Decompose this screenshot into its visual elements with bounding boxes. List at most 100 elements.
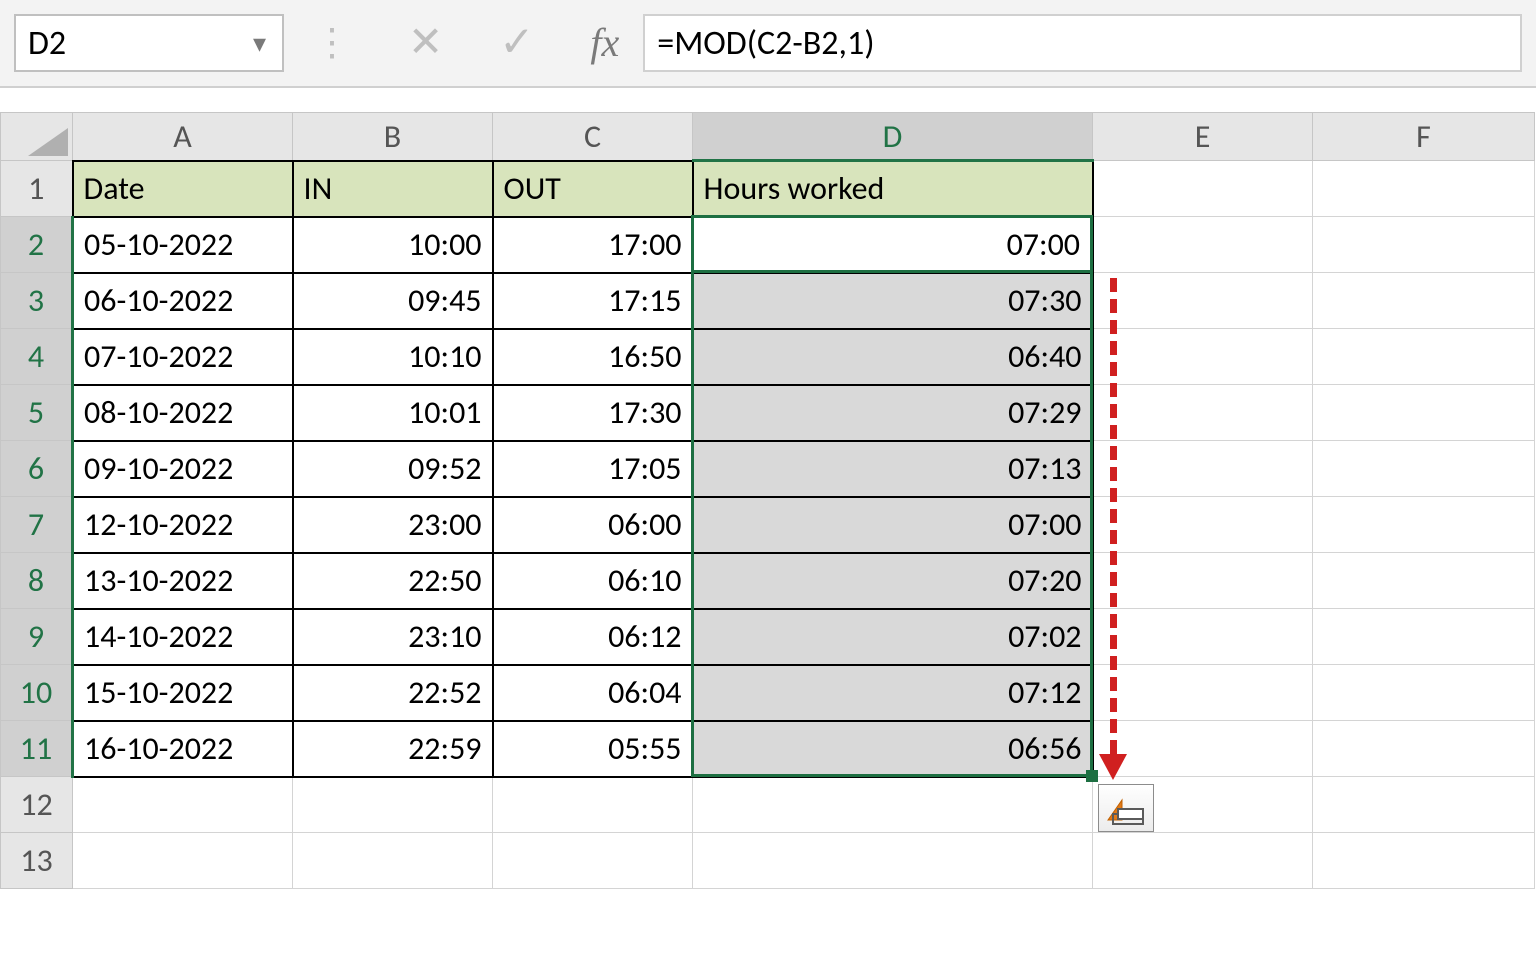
name-box-dropdown-icon[interactable]: ▾ [253,27,266,59]
cell-F10[interactable] [1313,665,1535,721]
fill-handle[interactable] [1086,770,1098,782]
cell-F4[interactable] [1313,329,1535,385]
row-header-13[interactable]: 13 [1,833,73,889]
row-header-6[interactable]: 6 [1,441,73,497]
row-header-12[interactable]: 12 [1,777,73,833]
cell-B1[interactable]: IN [293,161,493,217]
cell-D12[interactable] [693,777,1093,833]
name-box[interactable]: D2 ▾ [14,14,284,72]
cell-C10[interactable]: 06:04 [493,665,693,721]
column-header-F[interactable]: F [1313,113,1535,161]
cell-D6[interactable]: 07:13 [693,441,1093,497]
row-header-5[interactable]: 5 [1,385,73,441]
cell-F7[interactable] [1313,497,1535,553]
cell-D4[interactable]: 06:40 [693,329,1093,385]
cell-B12[interactable] [293,777,493,833]
row-header-11[interactable]: 11 [1,721,73,777]
cell-D10[interactable]: 07:12 [693,665,1093,721]
row-header-9[interactable]: 9 [1,609,73,665]
enter-icon[interactable]: ✓ [499,22,534,64]
active-cell[interactable]: 07:00 [691,215,1093,273]
row-header-2[interactable]: 2 [1,217,73,273]
cell-A6[interactable]: 09-10-2022 [73,441,293,497]
cell-C4[interactable]: 16:50 [493,329,693,385]
cell-E10[interactable] [1093,665,1313,721]
cell-D11[interactable]: 06:56 [693,721,1093,777]
spreadsheet-grid[interactable]: ABCDEF1DateINOUTHours worked205-10-20221… [0,112,1536,889]
cell-B6[interactable]: 09:52 [293,441,493,497]
row-header-10[interactable]: 10 [1,665,73,721]
cell-D7[interactable]: 07:00 [693,497,1093,553]
cell-D8[interactable]: 07:20 [693,553,1093,609]
cell-E1[interactable] [1093,161,1313,217]
cell-E2[interactable] [1093,217,1313,273]
cell-B10[interactable]: 22:52 [293,665,493,721]
cell-C3[interactable]: 17:15 [493,273,693,329]
cell-C6[interactable]: 17:05 [493,441,693,497]
cell-C12[interactable] [493,777,693,833]
row-header-1[interactable]: 1 [1,161,73,217]
cell-F2[interactable] [1313,217,1535,273]
column-header-A[interactable]: A [73,113,293,161]
cell-E8[interactable] [1093,553,1313,609]
cell-F3[interactable] [1313,273,1535,329]
cell-C7[interactable]: 06:00 [493,497,693,553]
cell-D5[interactable]: 07:29 [693,385,1093,441]
cancel-icon[interactable]: ✕ [408,22,443,64]
cell-A13[interactable] [73,833,293,889]
cell-D9[interactable]: 07:02 [693,609,1093,665]
cell-A5[interactable]: 08-10-2022 [73,385,293,441]
cell-B8[interactable]: 22:50 [293,553,493,609]
cell-F12[interactable] [1313,777,1535,833]
cell-E13[interactable] [1093,833,1313,889]
row-header-8[interactable]: 8 [1,553,73,609]
cell-B13[interactable] [293,833,493,889]
cell-D3[interactable]: 07:30 [693,273,1093,329]
cell-A10[interactable]: 15-10-2022 [73,665,293,721]
cell-F5[interactable] [1313,385,1535,441]
cell-F6[interactable] [1313,441,1535,497]
autofill-options-button[interactable] [1098,784,1154,832]
column-header-D[interactable]: D [693,113,1093,161]
cell-E4[interactable] [1093,329,1313,385]
cell-A4[interactable]: 07-10-2022 [73,329,293,385]
cell-C2[interactable]: 17:00 [493,217,693,273]
cell-A8[interactable]: 13-10-2022 [73,553,293,609]
cell-D1[interactable]: Hours worked [693,161,1093,217]
cell-B5[interactable]: 10:01 [293,385,493,441]
cell-B2[interactable]: 10:00 [293,217,493,273]
cell-F1[interactable] [1313,161,1535,217]
cell-F9[interactable] [1313,609,1535,665]
cell-F11[interactable] [1313,721,1535,777]
cell-A12[interactable] [73,777,293,833]
cell-A9[interactable]: 14-10-2022 [73,609,293,665]
cell-F8[interactable] [1313,553,1535,609]
cell-C13[interactable] [493,833,693,889]
cell-B4[interactable]: 10:10 [293,329,493,385]
row-header-7[interactable]: 7 [1,497,73,553]
cell-E11[interactable] [1093,721,1313,777]
cell-A11[interactable]: 16-10-2022 [73,721,293,777]
cell-B9[interactable]: 23:10 [293,609,493,665]
cell-A7[interactable]: 12-10-2022 [73,497,293,553]
formula-input[interactable]: =MOD(C2-B2,1) [643,14,1522,72]
cell-D13[interactable] [693,833,1093,889]
cell-C8[interactable]: 06:10 [493,553,693,609]
row-header-4[interactable]: 4 [1,329,73,385]
cell-E9[interactable] [1093,609,1313,665]
cell-A1[interactable]: Date [73,161,293,217]
cell-C11[interactable]: 05:55 [493,721,693,777]
cell-B7[interactable]: 23:00 [293,497,493,553]
cell-C9[interactable]: 06:12 [493,609,693,665]
cell-C1[interactable]: OUT [493,161,693,217]
column-header-E[interactable]: E [1093,113,1313,161]
column-header-C[interactable]: C [493,113,693,161]
cell-F13[interactable] [1313,833,1535,889]
cell-A3[interactable]: 06-10-2022 [73,273,293,329]
cell-E5[interactable] [1093,385,1313,441]
select-all-corner[interactable] [1,113,73,161]
cell-E3[interactable] [1093,273,1313,329]
cell-B11[interactable]: 22:59 [293,721,493,777]
insert-function-icon[interactable]: fx [590,23,619,63]
cell-A2[interactable]: 05-10-2022 [73,217,293,273]
